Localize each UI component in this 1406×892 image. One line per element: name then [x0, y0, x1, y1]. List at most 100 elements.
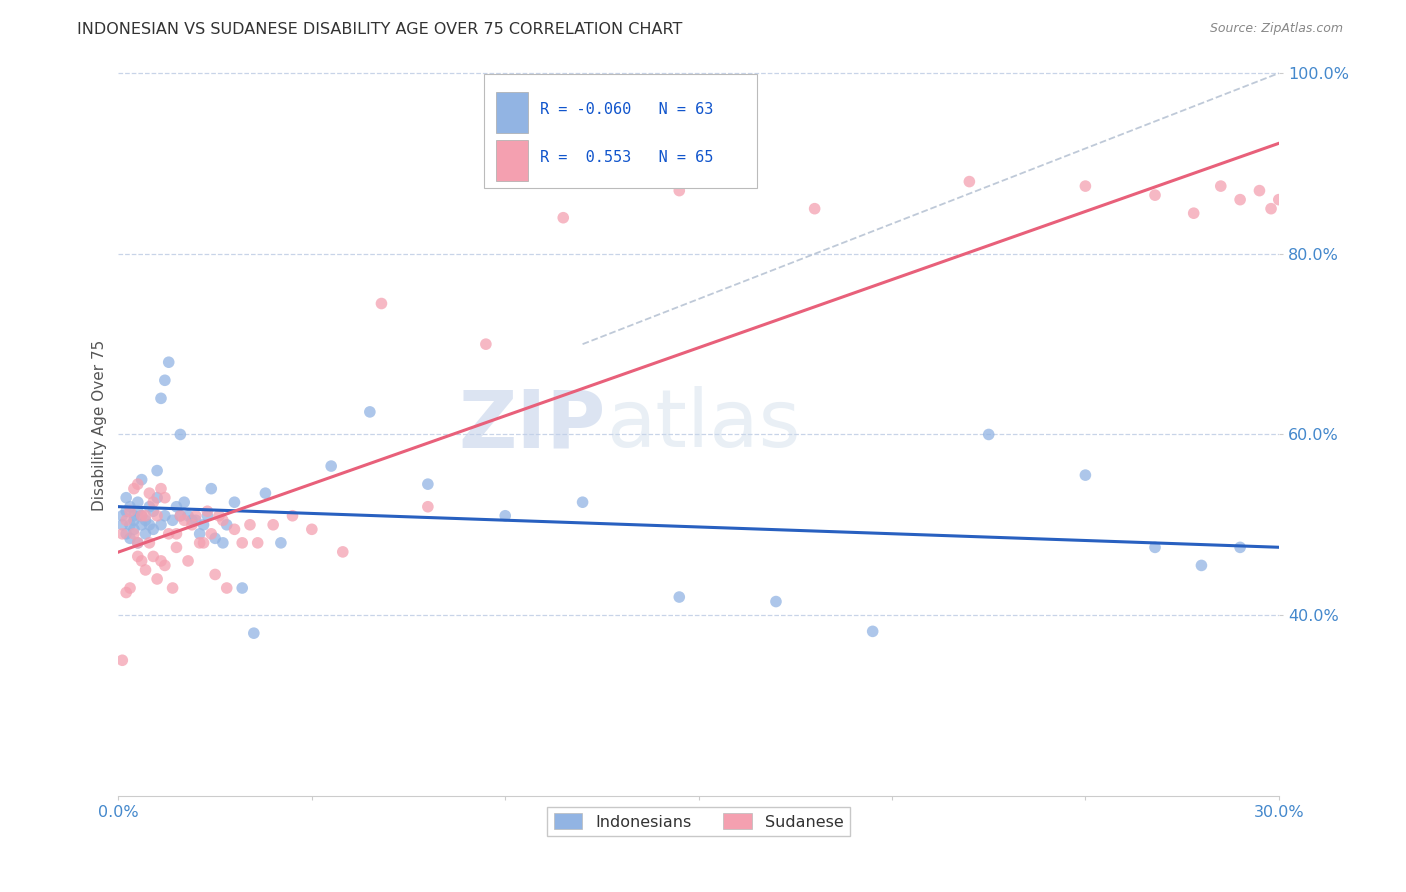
- Point: [243, 626, 266, 640]
- Text: INDONESIAN VS SUDANESE DISABILITY AGE OVER 75 CORRELATION CHART: INDONESIAN VS SUDANESE DISABILITY AGE OV…: [77, 22, 683, 37]
- Point: [177, 508, 200, 523]
- Point: [204, 567, 226, 582]
- Point: [122, 482, 145, 496]
- Point: [146, 572, 169, 586]
- Point: [270, 536, 292, 550]
- Point: [668, 184, 690, 198]
- Point: [212, 513, 235, 527]
- Point: [246, 536, 269, 550]
- Point: [111, 517, 134, 532]
- Point: [146, 491, 169, 505]
- Point: [127, 477, 149, 491]
- Point: [193, 536, 215, 550]
- Point: [1268, 193, 1291, 207]
- Point: [122, 513, 145, 527]
- Point: [173, 513, 195, 527]
- Point: [138, 500, 160, 514]
- FancyBboxPatch shape: [484, 74, 756, 188]
- Point: [169, 427, 191, 442]
- Point: [494, 508, 516, 523]
- Point: [131, 517, 153, 532]
- Point: [208, 508, 231, 523]
- Point: [115, 504, 138, 518]
- Point: [215, 517, 238, 532]
- Point: [1191, 558, 1213, 573]
- Point: [134, 513, 156, 527]
- Point: [200, 482, 222, 496]
- Point: [1143, 541, 1166, 555]
- Point: [765, 594, 787, 608]
- Point: [118, 532, 141, 546]
- Point: [150, 482, 173, 496]
- Text: ZIP: ZIP: [458, 386, 606, 465]
- Point: [977, 427, 1000, 442]
- Text: Source: ZipAtlas.com: Source: ZipAtlas.com: [1209, 22, 1343, 36]
- Point: [1074, 468, 1097, 483]
- Point: [184, 508, 207, 523]
- Point: [204, 532, 226, 546]
- Point: [1209, 179, 1232, 194]
- Point: [122, 526, 145, 541]
- Point: [1260, 202, 1282, 216]
- Point: [181, 513, 204, 527]
- Point: [142, 549, 165, 564]
- Text: R =  0.553   N = 65: R = 0.553 N = 65: [540, 150, 713, 165]
- Point: [359, 405, 381, 419]
- Point: [215, 581, 238, 595]
- Point: [131, 554, 153, 568]
- Point: [166, 526, 188, 541]
- Point: [188, 526, 211, 541]
- Point: [668, 590, 690, 604]
- Point: [138, 536, 160, 550]
- Bar: [495, 140, 529, 181]
- Point: [1074, 179, 1097, 194]
- Point: [150, 392, 173, 406]
- Point: [803, 202, 825, 216]
- Point: [115, 585, 138, 599]
- Point: [197, 504, 219, 518]
- Point: [111, 526, 134, 541]
- Point: [122, 508, 145, 523]
- Point: [162, 581, 184, 595]
- Point: [416, 477, 439, 491]
- Point: [321, 459, 343, 474]
- Point: [134, 508, 156, 523]
- Point: [115, 491, 138, 505]
- Point: [162, 513, 184, 527]
- Point: [239, 517, 262, 532]
- Point: [370, 296, 392, 310]
- Point: [142, 504, 165, 518]
- Text: atlas: atlas: [606, 386, 800, 465]
- Point: [200, 526, 222, 541]
- Legend: Indonesians, Sudanese: Indonesians, Sudanese: [547, 807, 851, 836]
- Point: [1249, 184, 1271, 198]
- Point: [231, 536, 253, 550]
- Bar: [495, 92, 529, 133]
- Point: [134, 563, 156, 577]
- Point: [118, 517, 141, 532]
- Point: [1229, 541, 1251, 555]
- Point: [134, 526, 156, 541]
- Point: [231, 581, 253, 595]
- Point: [224, 495, 246, 509]
- Point: [127, 536, 149, 550]
- Point: [224, 522, 246, 536]
- Point: [153, 491, 176, 505]
- Point: [138, 486, 160, 500]
- Point: [332, 545, 354, 559]
- Point: [166, 541, 188, 555]
- Point: [150, 517, 173, 532]
- Y-axis label: Disability Age Over 75: Disability Age Over 75: [93, 340, 107, 511]
- Point: [181, 517, 204, 532]
- Point: [127, 504, 149, 518]
- Point: [157, 526, 180, 541]
- Text: R = -0.060   N = 63: R = -0.060 N = 63: [540, 102, 713, 117]
- Point: [184, 513, 207, 527]
- Point: [862, 624, 884, 639]
- Point: [142, 495, 165, 509]
- Point: [115, 513, 138, 527]
- Point: [197, 508, 219, 523]
- Point: [153, 508, 176, 523]
- Point: [115, 526, 138, 541]
- Point: [142, 522, 165, 536]
